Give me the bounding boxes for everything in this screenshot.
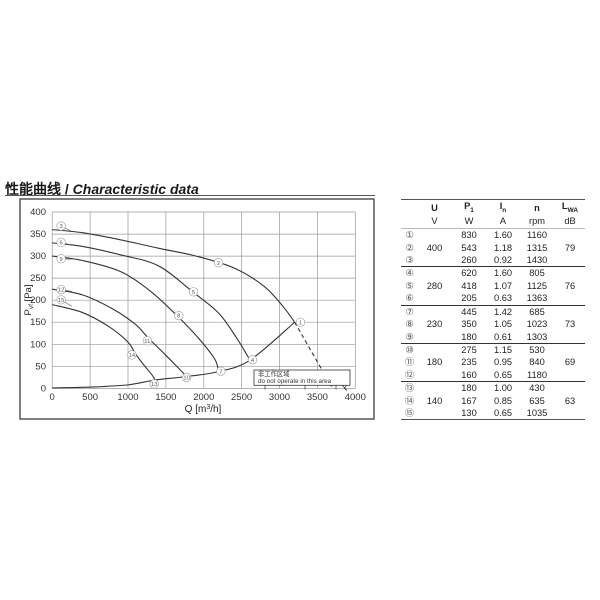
svg-text:do not operate in this area: do not operate in this area xyxy=(258,378,332,385)
svg-text:10: 10 xyxy=(183,376,189,382)
svg-text:Q [m3/h]: Q [m3/h] xyxy=(185,404,222,415)
svg-text:1000: 1000 xyxy=(117,392,138,403)
svg-text:250: 250 xyxy=(30,273,46,284)
svg-text:1: 1 xyxy=(299,320,302,326)
svg-text:9: 9 xyxy=(59,257,62,263)
svg-text:350: 350 xyxy=(30,229,46,240)
svg-text:3: 3 xyxy=(59,224,62,230)
svg-text:11: 11 xyxy=(144,339,150,345)
svg-text:Pvf [Pa]: Pvf [Pa] xyxy=(23,285,35,316)
svg-text:15: 15 xyxy=(58,298,64,304)
svg-text:8: 8 xyxy=(177,314,180,320)
svg-text:13: 13 xyxy=(151,382,157,388)
svg-text:非工作区域: 非工作区域 xyxy=(258,369,290,378)
svg-text:6: 6 xyxy=(59,241,62,247)
svg-text:0: 0 xyxy=(50,392,55,403)
svg-text:3000: 3000 xyxy=(269,392,290,403)
svg-text:2500: 2500 xyxy=(231,392,252,403)
svg-text:500: 500 xyxy=(82,392,98,403)
svg-text:5: 5 xyxy=(192,290,195,296)
svg-text:0: 0 xyxy=(41,383,46,394)
svg-text:50: 50 xyxy=(35,361,46,372)
svg-text:1500: 1500 xyxy=(155,392,176,403)
svg-text:150: 150 xyxy=(30,317,46,328)
svg-text:12: 12 xyxy=(58,288,64,294)
svg-text:4000: 4000 xyxy=(345,392,366,403)
svg-text:3500: 3500 xyxy=(307,392,328,403)
svg-text:100: 100 xyxy=(30,339,46,350)
svg-text:7: 7 xyxy=(219,369,222,375)
svg-text:2000: 2000 xyxy=(193,392,214,403)
svg-text:14: 14 xyxy=(129,353,136,359)
svg-text:2: 2 xyxy=(217,261,220,267)
svg-text:300: 300 xyxy=(30,251,46,262)
svg-text:400: 400 xyxy=(30,207,46,218)
